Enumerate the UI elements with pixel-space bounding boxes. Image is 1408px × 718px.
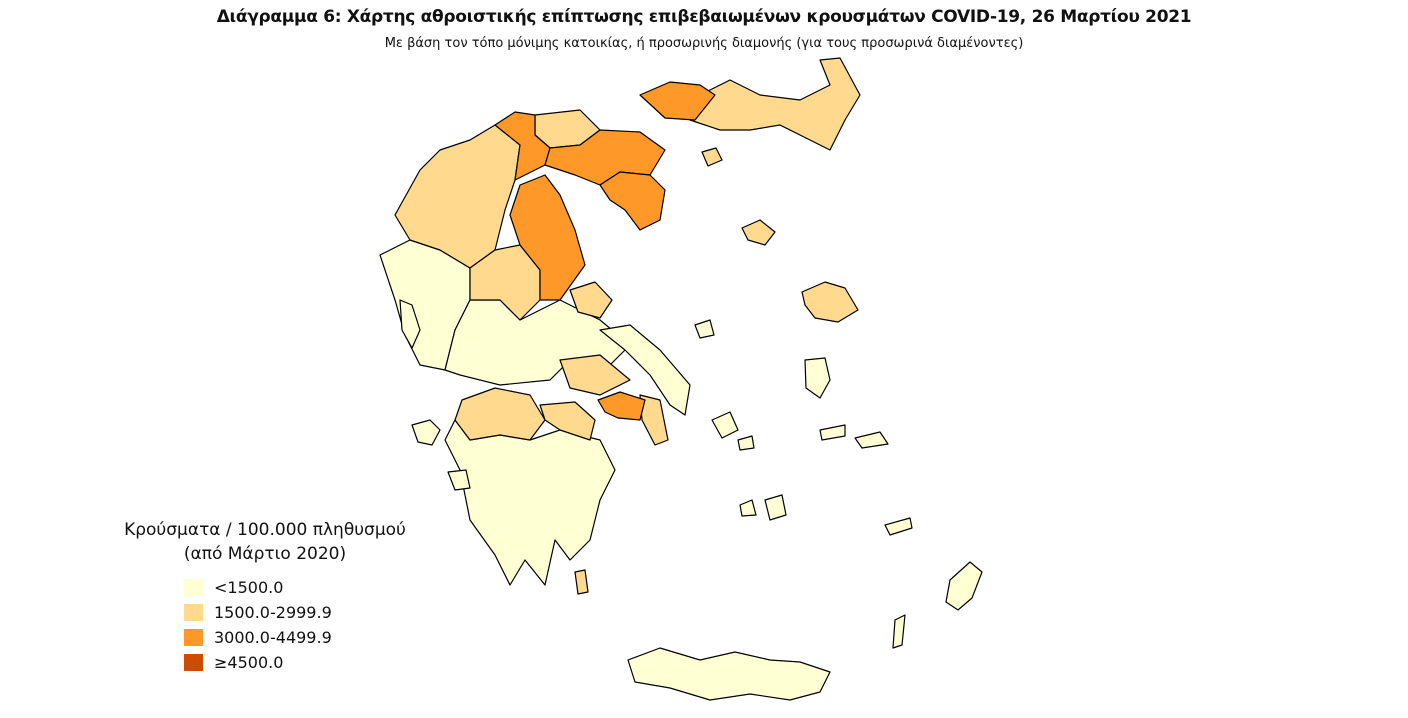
region-andros [711,411,739,439]
regions-class-2 [394,57,861,595]
region-zakynthos [447,469,471,491]
region-naxos [764,494,787,521]
region-boeotia [559,354,631,396]
region-samos [854,431,889,449]
region-chalkidiki [599,171,666,231]
legend-title-line2: (από Μάρτιο 2020) [183,544,347,564]
region-lemnos [741,219,776,246]
legend-swatch [184,629,203,646]
region-east-macedonia-thrace [689,57,861,151]
region-rhodes [945,561,983,611]
region-corinthia [539,401,596,441]
region-larissa-pieria [509,174,586,301]
region-kos [884,517,913,536]
region-argolida-east [639,394,669,446]
legend-item: 3000.0-4499.9 [184,628,332,647]
legend-swatch [184,604,203,621]
legend-item: <1500.0 [184,578,283,597]
region-corfu [399,299,421,349]
map-subtitle: Με βάση τον τόπο μόνιμης κατοικίας, ή πρ… [384,36,1024,51]
regions-class-3 [494,81,716,421]
region-thasos [701,147,723,167]
legend: Κρούσματα / 100.000 πληθυσμού (από Μάρτι… [100,518,430,672]
region-paros [739,499,757,517]
region-drama [639,81,716,121]
legend-item: ≥4500.0 [184,653,283,672]
region-magnesia [569,281,613,319]
region-kythira [574,569,589,595]
region-peloponnese-south [444,419,616,586]
legend-title-line1: Κρούσματα / 100.000 πληθυσμού [124,520,406,540]
region-attica [597,391,646,421]
legend-label: 1500.0-2999.9 [214,603,332,622]
legend-swatch [184,579,203,596]
region-crete [627,647,831,701]
region-skyros [694,319,715,339]
legend-item: 1500.0-2999.9 [184,603,332,622]
regions-class-1 [379,239,983,701]
region-ikaria [819,424,846,441]
map-title: Διάγραμμα 6: Χάρτης αθροιστικής επίπτωση… [216,7,1192,27]
legend-title: Κρούσματα / 100.000 πληθυσμού (από Μάρτι… [100,518,430,566]
legend-label: ≥4500.0 [214,653,284,672]
legend-label: 3000.0-4499.9 [214,628,332,647]
region-evia [599,324,691,416]
legend-swatch [184,654,203,671]
region-kefalonia [411,419,441,446]
region-chios [804,357,831,399]
legend-label: <1500.0 [214,578,284,597]
region-karpathos [892,614,906,649]
region-tinos [737,435,755,451]
region-achaia [454,387,546,441]
region-lesvos [801,281,859,323]
